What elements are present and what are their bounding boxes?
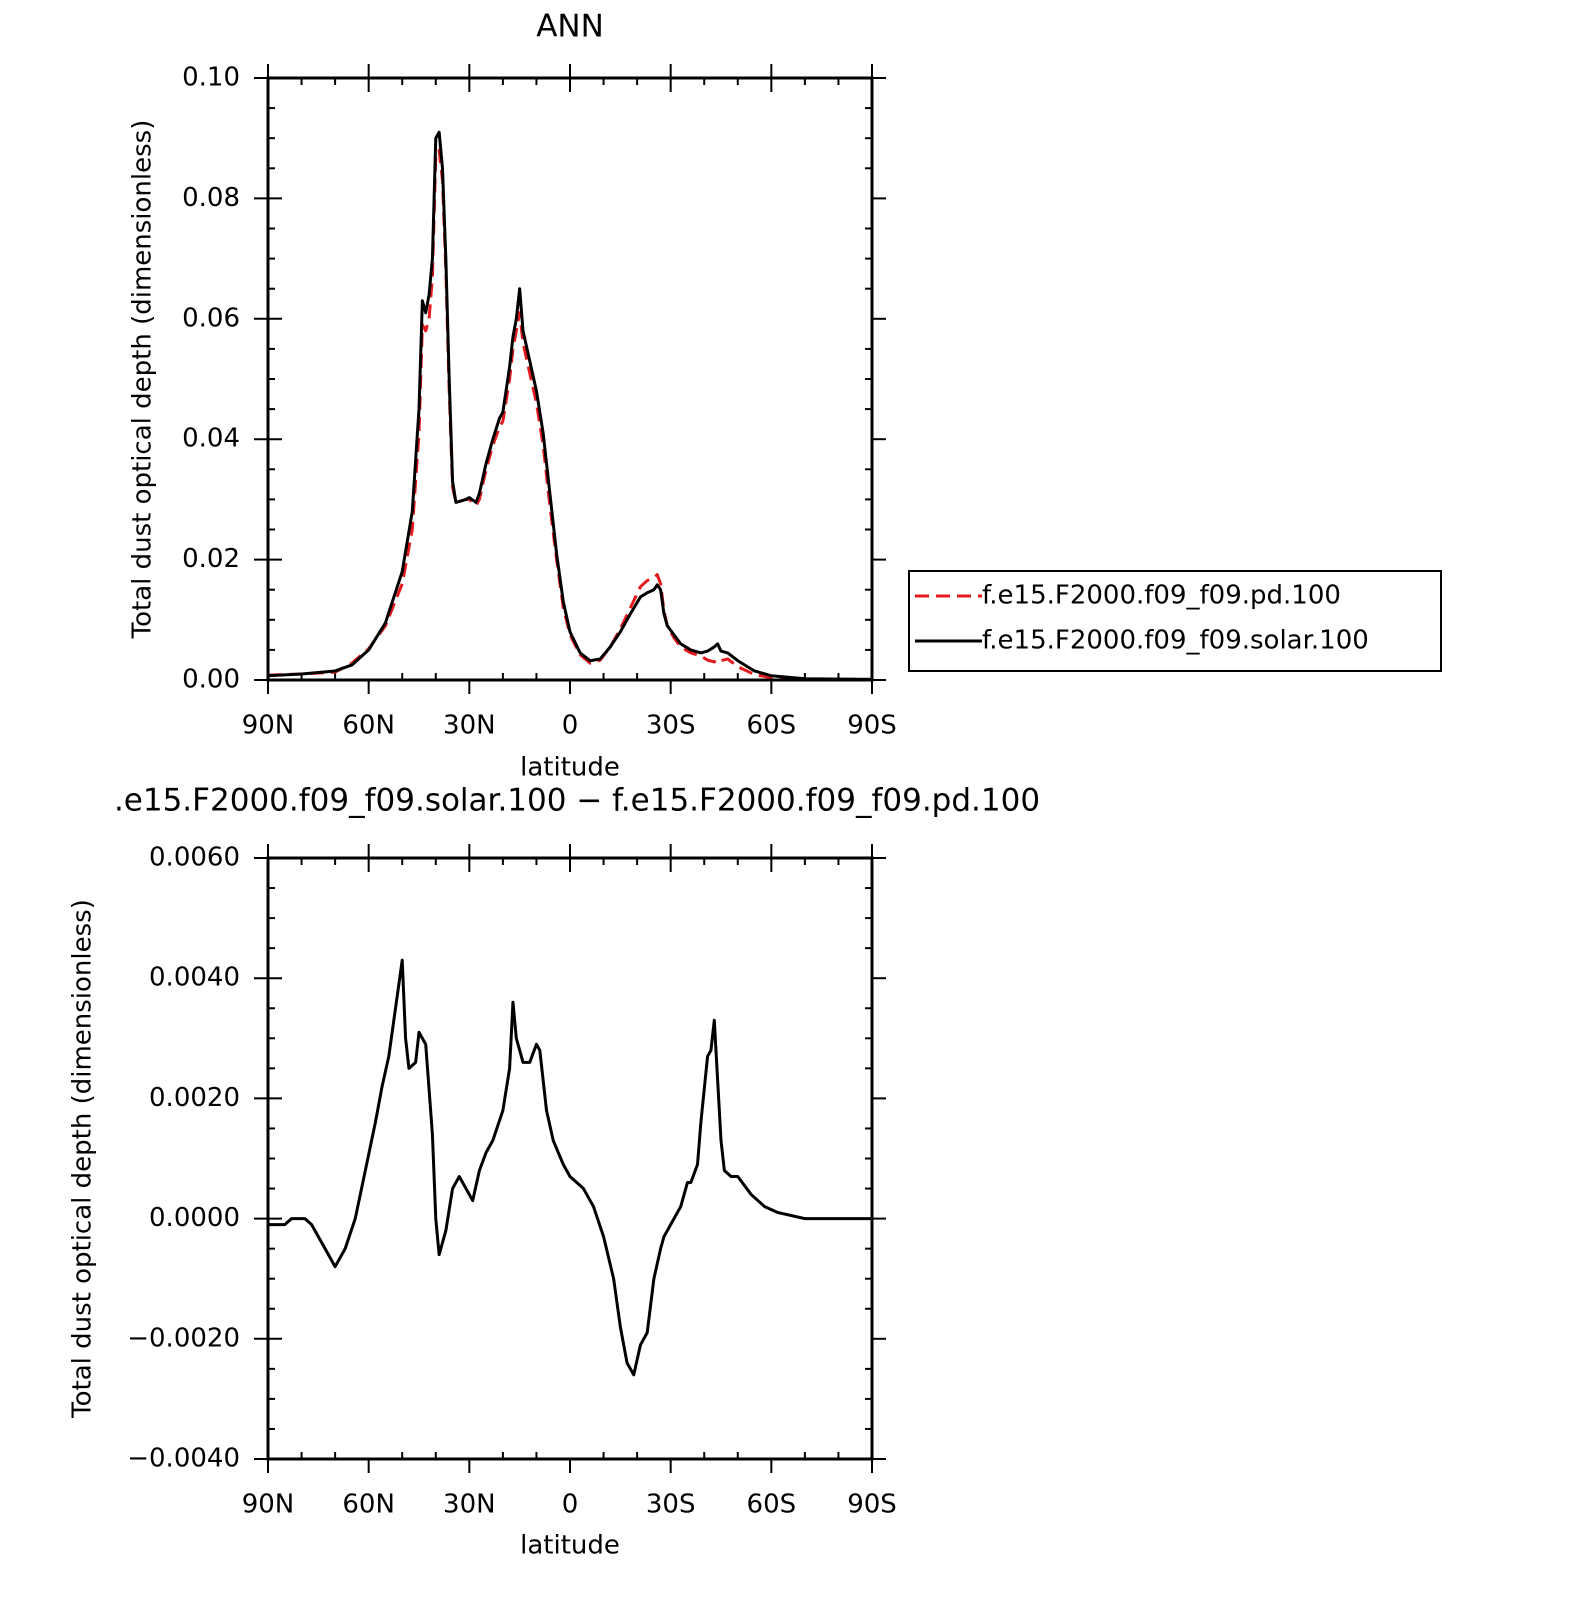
plot-frame	[266, 76, 874, 682]
x-tick-label: 90S	[847, 1490, 897, 1520]
y-tick-label: 0.0020	[149, 1083, 240, 1113]
x-tick-label: 60N	[342, 1490, 395, 1520]
chart: ANN latitude Total dust optical depth (dim…	[128, 9, 1442, 783]
data-line	[268, 958, 872, 1377]
chart-title: ANN	[536, 9, 604, 45]
x-axis-label: latitude	[520, 753, 620, 783]
chart: .e15.F2000.f09_f09.solar.100 − f.e15.F20…	[68, 783, 1041, 1561]
y-tick-label: 0.08	[182, 183, 240, 213]
y-axis-label: Total dust optical depth (dimensionless)	[128, 120, 158, 640]
y-tick-label: 0.06	[182, 303, 240, 333]
legend-box	[908, 570, 1442, 672]
x-tick-label: 60N	[342, 711, 395, 741]
y-tick-label: −0.0020	[127, 1323, 240, 1353]
series-line	[267, 130, 873, 681]
x-tick-label: 30N	[443, 1490, 496, 1520]
legend-label: f.e15.F2000.f09_f09.pd.100	[982, 581, 1341, 611]
y-tick-label: −0.0040	[127, 1444, 240, 1474]
legend-label: f.e15.F2000.f09_f09.solar.100	[982, 626, 1369, 656]
x-tick-label: 60S	[747, 711, 797, 741]
y-tick-label: 0.00	[182, 665, 240, 695]
y-tick-label: 0.0000	[149, 1203, 240, 1233]
x-tick-label: 30N	[443, 711, 496, 741]
x-tick-label: 90S	[847, 711, 897, 741]
x-tick-label: 0	[562, 1490, 579, 1520]
x-tick-label: 0	[562, 711, 579, 741]
x-tick-label: 60S	[747, 1490, 797, 1520]
y-tick-label: 0.10	[182, 63, 240, 93]
x-tick-label: 90N	[242, 711, 295, 741]
y-tick-label: 0.02	[182, 544, 240, 574]
x-tick-label: 30S	[646, 711, 696, 741]
x-tick-label: 90N	[242, 1490, 295, 1520]
plot-frame	[266, 856, 874, 1461]
x-axis-label: latitude	[520, 1531, 620, 1561]
y-tick-label: 0.04	[182, 424, 240, 454]
series-line	[267, 148, 872, 681]
x-tick-label: 30S	[646, 1490, 696, 1520]
chart-title: .e15.F2000.f09_f09.solar.100 − f.e15.F20…	[114, 783, 1040, 819]
y-axis-label: Total dust optical depth (dimensionless)	[68, 899, 98, 1419]
y-tick-label: 0.0040	[149, 963, 240, 993]
y-tick-label: 0.0060	[149, 843, 240, 873]
